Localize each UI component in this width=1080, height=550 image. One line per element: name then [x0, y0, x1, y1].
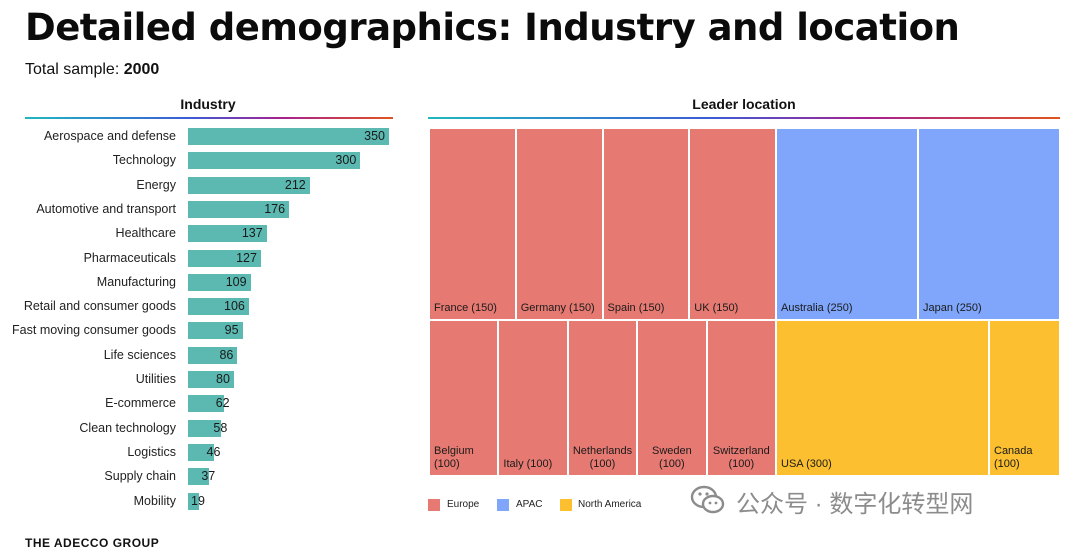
bar [188, 492, 199, 510]
bar-value-label: 137 [241, 226, 263, 241]
bar [188, 371, 234, 388]
bar [188, 176, 310, 194]
legend-swatch-europe [428, 499, 440, 511]
bar-value-label: 300 [335, 153, 357, 168]
bar [188, 443, 215, 461]
bar [188, 298, 249, 316]
bar-value-label: 19 [191, 493, 205, 508]
bar [188, 468, 210, 486]
treemap-cell: Australia (250) [776, 128, 918, 320]
bar-value-label: 212 [284, 177, 306, 192]
bar-category-label: Healthcare [115, 226, 176, 241]
bar-category-label: Logistics [127, 444, 176, 459]
treemap-cell: Spain (150) [602, 128, 690, 320]
treemap-cell-label: Australia (250) [781, 302, 853, 314]
treemap-cell-label: Germany (150) [520, 302, 595, 314]
bar-category-label: Mobility [133, 493, 176, 508]
wechat-icon [690, 485, 725, 514]
bar-category-label: E-commerce [105, 396, 176, 411]
industry-heading: Industry [180, 96, 236, 112]
legend-label-apac: APAC [516, 499, 543, 510]
bar-value-label: 95 [224, 323, 239, 338]
treemap-cell: Japan (250) [918, 128, 1060, 320]
legend-swatch-apac [497, 499, 509, 511]
bar-category-label: Utilities [135, 372, 176, 386]
treemap-cell-label: Japan (250) [923, 302, 982, 314]
treemap-cell-label: Canada (100) [994, 445, 1033, 470]
treemap-cell: Switzerland (100) [706, 320, 776, 476]
treemap-cell: USA (300) [776, 320, 989, 476]
treemap-cell-label: Spain (150) [607, 302, 665, 314]
bar [188, 419, 222, 437]
bar-category-label: Clean technology [79, 420, 176, 435]
bar [188, 322, 243, 340]
treemap-cell: Italy (100) [498, 320, 568, 476]
treemap-cell: Belgium (100) [429, 320, 499, 476]
treemap-cell: Canada (100) [989, 320, 1060, 476]
bar [188, 249, 261, 267]
industry-rule [25, 117, 393, 119]
treemap-cell-label: UK (150) [694, 302, 739, 314]
bar [188, 273, 251, 291]
bar-value-label: 350 [364, 129, 385, 143]
watermark-text: 公众号 · 数字化转型网 [736, 491, 974, 518]
location-heading: Leader location [692, 96, 796, 112]
bar-category-label: Energy [136, 177, 176, 192]
sample-label: Total sample: [25, 61, 120, 78]
bar-category-label: Retail and consumer goods [23, 299, 176, 314]
treemap-cell-label: Belgium (100) [434, 445, 474, 470]
bar-category-label: Aerospace and defense [43, 129, 176, 143]
sample-value: 2000 [123, 61, 160, 78]
bar [188, 346, 238, 364]
treemap-cell: UK (150) [689, 128, 776, 320]
legend-label-europe: Europe [447, 499, 480, 510]
bar-value-label: 127 [236, 250, 257, 265]
bar-category-label: Technology [112, 153, 176, 168]
bar-value-label: 58 [213, 420, 228, 435]
page-title: Detailed demographics: Industry and loca… [25, 6, 960, 49]
treemap-cell-label: Italy (100) [503, 458, 553, 470]
bar [188, 225, 267, 243]
treemap-cell: Sweden (100) [637, 320, 707, 476]
legend-label-north-america: North America [578, 499, 642, 510]
treemap-cell: Netherlands (100) [567, 320, 638, 476]
sample-size: Total sample: 2000 [25, 61, 159, 79]
treemap-cell: France (150) [429, 128, 516, 320]
bar-value-label: 80 [216, 372, 230, 386]
bar-value-label: 176 [264, 201, 286, 216]
treemap-cell-label: Switzerland (100) [712, 445, 770, 470]
bar-value-label: 62 [215, 396, 230, 411]
bar-value-label: 37 [201, 469, 216, 484]
location-rule [428, 117, 1060, 119]
treemap-cell-label: Netherlands (100) [572, 445, 633, 470]
bar [188, 128, 389, 145]
bar-category-label: Automotive and transport [36, 201, 176, 216]
bar-category-label: Manufacturing [96, 274, 176, 289]
bar-category-label: Supply chain [104, 469, 176, 484]
legend-swatch-north-america [560, 499, 572, 511]
brand-logo-text: THE ADECCO GROUP [25, 536, 160, 550]
treemap-cell-label: USA (300) [781, 458, 832, 470]
bar-category-label: Pharmaceuticals [83, 250, 176, 265]
bar-value-label: 109 [225, 274, 247, 289]
bar-value-label: 46 [206, 444, 221, 459]
bar [188, 395, 224, 413]
bar [188, 200, 290, 218]
treemap-cell: Germany (150) [515, 128, 603, 320]
bar [188, 152, 361, 170]
treemap-cell-label: Sweden (100) [652, 445, 692, 470]
treemap-cell-label: France (150) [434, 302, 497, 314]
bar-value-label: 86 [219, 347, 234, 362]
bar-category-label: Fast moving consumer goods [12, 323, 176, 338]
bar-value-label: 106 [224, 299, 245, 314]
bar-category-label: Life sciences [103, 347, 176, 362]
